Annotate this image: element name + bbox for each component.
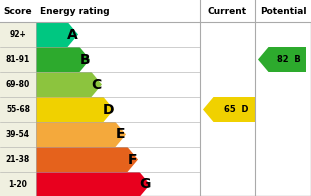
Polygon shape <box>203 97 255 122</box>
Text: 82  B: 82 B <box>277 55 301 64</box>
Text: Energy rating: Energy rating <box>40 6 109 15</box>
Text: 1-20: 1-20 <box>9 180 27 189</box>
Text: F: F <box>128 152 137 166</box>
Polygon shape <box>36 172 150 196</box>
Text: C: C <box>92 77 102 92</box>
Text: Potential: Potential <box>260 6 306 15</box>
Polygon shape <box>36 122 126 147</box>
Text: D: D <box>103 103 114 116</box>
Polygon shape <box>36 22 78 47</box>
Bar <box>0 22 36 196</box>
Polygon shape <box>258 47 306 72</box>
Text: E: E <box>116 128 126 142</box>
Text: 92+: 92+ <box>10 30 26 39</box>
Text: G: G <box>139 178 151 191</box>
Polygon shape <box>36 97 114 122</box>
Bar <box>0 0 311 22</box>
Text: 81-91: 81-91 <box>6 55 30 64</box>
Polygon shape <box>36 47 90 72</box>
Text: 69-80: 69-80 <box>6 80 30 89</box>
Text: 65  D: 65 D <box>224 105 248 114</box>
Text: 21-38: 21-38 <box>6 155 30 164</box>
Text: A: A <box>67 27 78 42</box>
Text: Score: Score <box>4 6 32 15</box>
Polygon shape <box>36 147 138 172</box>
Text: 55-68: 55-68 <box>6 105 30 114</box>
Text: B: B <box>79 53 90 66</box>
Text: Current: Current <box>208 6 247 15</box>
Text: 39-54: 39-54 <box>6 130 30 139</box>
Polygon shape <box>36 72 102 97</box>
